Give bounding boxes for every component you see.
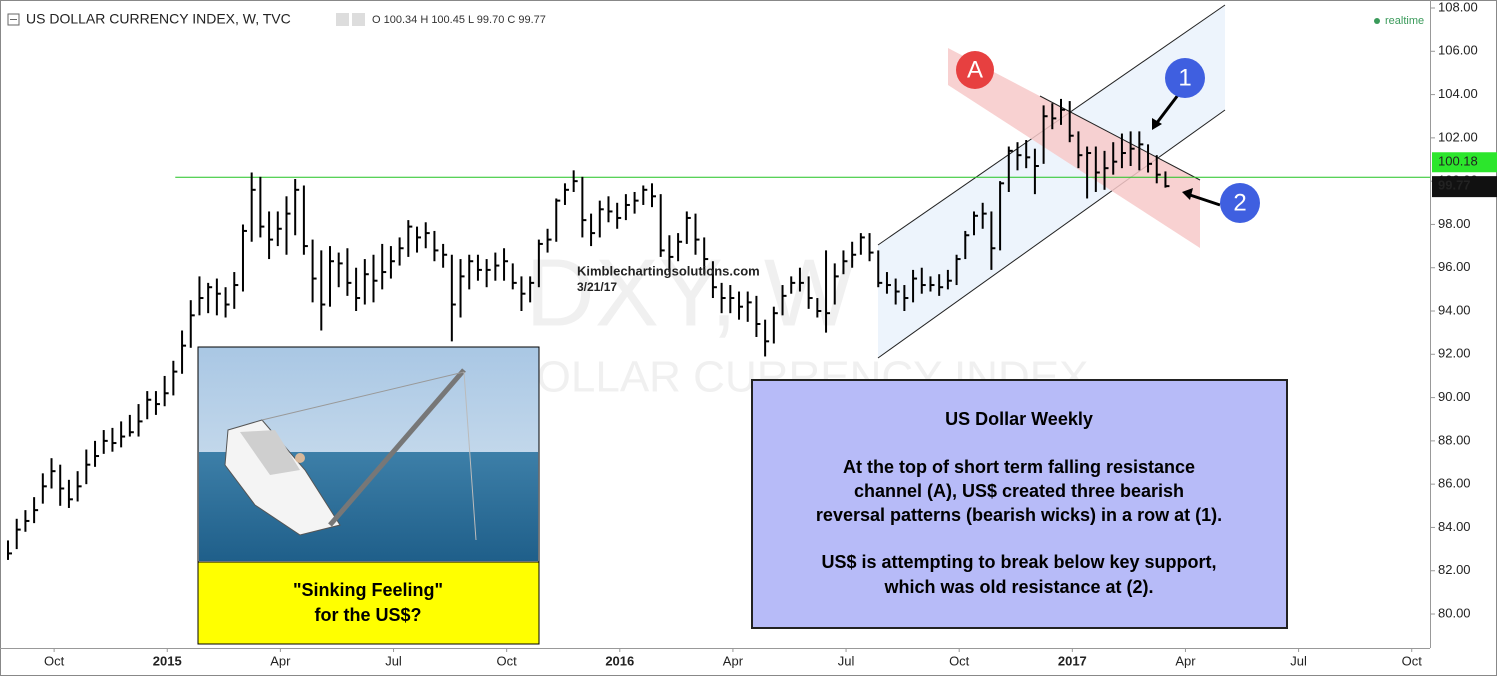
y-tick-label: 94.00	[1438, 302, 1471, 317]
channel-line	[1039, 95, 1201, 181]
watermark: DXY, W	[526, 239, 855, 346]
ohlc-readout: O 100.34 H 100.45 L 99.70 C 99.77	[372, 14, 546, 26]
boat-mast	[328, 368, 466, 527]
channel-line	[877, 109, 1226, 359]
note-text: At the top of short term falling resista…	[843, 457, 1195, 477]
y-tick-label: 96.00	[1438, 259, 1471, 274]
arrow	[1154, 94, 1180, 125]
y-tick-label: 84.00	[1438, 519, 1471, 534]
y-tick-label: 104.00	[1438, 86, 1478, 101]
note-text: which was old resistance at (2).	[883, 577, 1153, 597]
boat-deck	[240, 430, 300, 475]
marker-label: A	[967, 56, 983, 83]
x-tick-label: Oct	[44, 653, 65, 668]
arrow-head	[1152, 118, 1162, 130]
person	[295, 453, 305, 463]
marker	[956, 51, 994, 89]
caption: "Sinking Feeling"	[293, 580, 443, 600]
x-tick-label: Oct	[949, 653, 970, 668]
x-tick-label: Oct	[497, 653, 518, 668]
plot	[7, 98, 1430, 560]
y-tick-label: 92.00	[1438, 346, 1471, 361]
y-tick-label: 90.00	[1438, 389, 1471, 404]
caption: for the US$?	[314, 605, 421, 625]
y-tick-label: 86.00	[1438, 476, 1471, 491]
x-tick-label: Apr	[1175, 653, 1196, 668]
date: 3/21/17	[577, 280, 617, 294]
y-tick-label: 102.00	[1438, 129, 1478, 144]
y-axis-line	[1430, 0, 1431, 648]
y-tick-label: 82.00	[1438, 562, 1471, 577]
marker-label: 2	[1233, 189, 1246, 216]
note-text: reversal patterns (bearish wicks) in a r…	[816, 505, 1222, 525]
x-tick-label: Jul	[838, 653, 855, 668]
x-tick-label: 2016	[605, 653, 634, 668]
note-box	[751, 379, 1288, 629]
x-tick-label: 2017	[1058, 653, 1087, 668]
note-text: channel (A), US$ created three bearish	[854, 481, 1184, 501]
rigging	[261, 371, 465, 421]
rigging	[463, 371, 477, 541]
photo	[197, 346, 540, 563]
y-tick-label: 88.00	[1438, 432, 1471, 447]
falling-channel	[948, 48, 1200, 248]
level-label-bg	[1432, 152, 1497, 173]
rising-channel	[878, 5, 1225, 358]
settings-icon[interactable]	[336, 13, 349, 26]
y-tick-label: 80.00	[1438, 605, 1471, 620]
last-price-label: 99.77	[1438, 178, 1471, 193]
level-label: 100.18	[1438, 154, 1478, 169]
status-dot	[1374, 18, 1380, 24]
last-price-bg	[1432, 176, 1497, 198]
marker	[1165, 58, 1205, 98]
marker	[1220, 183, 1260, 223]
settings-icon[interactable]	[352, 13, 365, 26]
marker-label: 1	[1178, 64, 1191, 91]
y-tick-label: 106.00	[1438, 43, 1478, 58]
source: Kimblechartingsolutions.com	[577, 263, 760, 278]
arrow-head	[1182, 188, 1193, 200]
note-text: US$ is attempting to break below key sup…	[821, 552, 1216, 572]
chart-title: US DOLLAR CURRENCY INDEX, W, TVC	[26, 11, 291, 27]
x-tick-label: Apr	[723, 653, 744, 668]
x-tick-label: Jul	[385, 653, 402, 668]
x-tick-label: Oct	[1402, 653, 1423, 668]
status: realtime	[1385, 15, 1424, 27]
collapse-icon[interactable]	[7, 13, 20, 26]
x-tick-label: Jul	[1290, 653, 1307, 668]
y-tick-label: 98.00	[1438, 216, 1471, 231]
x-axis-line	[0, 648, 1430, 649]
x-tick-label: Apr	[270, 653, 291, 668]
x-tick-label: 2015	[153, 653, 182, 668]
arrow	[1189, 193, 1221, 207]
y-tick-label: 108.00	[1438, 0, 1478, 14]
note-title: US Dollar Weekly	[945, 409, 1093, 429]
caption-box	[197, 561, 540, 645]
